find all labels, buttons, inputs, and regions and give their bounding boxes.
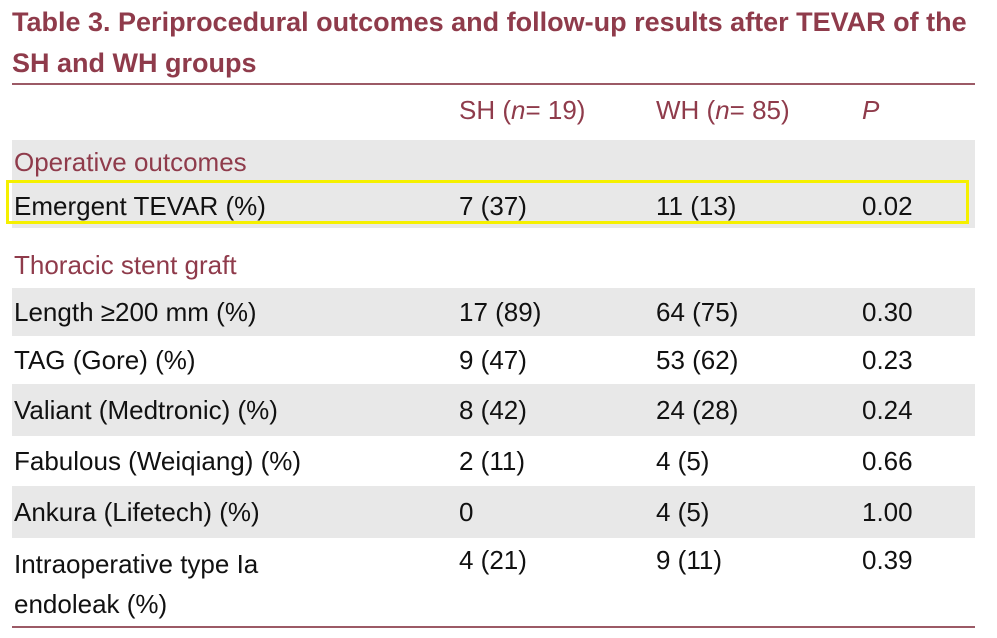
row-wh-value: 53 (62) [656,345,739,375]
table-row: Ankura (Lifetech) (%) 0 4 (5) 1.00 [12,486,975,538]
row-sh-value: 17 (89) [459,297,542,327]
row-p-value: 0.24 [862,395,913,425]
row-label: Emergent TEVAR (%) [14,191,266,221]
row-sh-value: 9 (47) [459,345,527,375]
row-sh-value: 2 (11) [459,446,525,476]
header-p: P [862,95,880,125]
table-row: Fabulous (Weiqiang) (%) 2 (11) 4 (5) 0.6… [12,436,975,486]
row-sh-value: 7 (37) [459,191,527,221]
section-label: Operative outcomes [14,147,247,177]
row-p-value: 0.02 [862,191,913,221]
row-p-value: 0.66 [862,446,913,476]
row-p-value: 1.00 [862,497,913,527]
row-label: Ankura (Lifetech) (%) [14,497,260,527]
row-p-value: 0.39 [862,545,913,575]
row-wh-value: 64 (75) [656,297,739,327]
table-row: Length ≥200 mm (%) 17 (89) 64 (75) 0.30 [12,288,975,336]
row-label: Fabulous (Weiqiang) (%) [14,446,302,476]
row-p-value: 0.30 [862,297,913,327]
row-sh-value: 4 (21) [459,545,527,575]
row-p-value: 0.23 [862,345,913,375]
row-wh-value: 4 (5) [656,446,710,476]
table-row: Emergent TEVAR (%) 7 (37) 11 (13) 0.02 [12,184,975,228]
row-label: Intraoperative type Ia endoleak (%) [14,549,259,619]
row-label: Length ≥200 mm (%) [14,297,257,327]
row-label: Valiant (Medtronic) (%) [14,395,278,425]
row-sh-value: 8 (42) [459,395,527,425]
section-label: Thoracic stent graft [14,250,237,280]
table-row: Valiant (Medtronic) (%) 8 (42) 24 (28) 0… [12,384,975,436]
header-wh: WH (n = 85) [656,95,790,125]
row-sh-value: 0 [459,497,474,527]
section-row-stent: Thoracic stent graft [12,243,975,287]
row-wh-value: 24 (28) [656,395,739,425]
table-row: TAG (Gore) (%) 9 (47) 53 (62) 0.23 [12,336,975,384]
table-header-row: SH (n = 19) WH (n = 85) P [12,88,975,132]
row-wh-value: 11 (13) [656,191,737,221]
table-title: Table 3. Periprocedural outcomes and fol… [12,7,967,78]
section-row-operative: Operative outcomes [12,140,975,184]
row-wh-value: 9 (11) [656,545,722,575]
table-bottom-rule [12,626,975,628]
table-top-rule [12,83,975,85]
header-sh: SH (n = 19) [459,95,586,125]
row-wh-value: 4 (5) [656,497,710,527]
table-row: Intraoperative type Ia endoleak (%) 4 (2… [12,538,975,624]
header-label-cell [14,88,454,132]
row-label: TAG (Gore) (%) [14,345,196,375]
